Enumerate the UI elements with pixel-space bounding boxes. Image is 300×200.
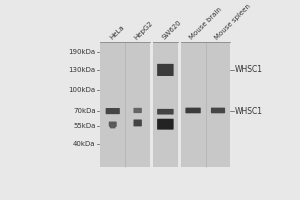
FancyBboxPatch shape <box>157 109 174 115</box>
FancyBboxPatch shape <box>106 108 120 114</box>
FancyBboxPatch shape <box>211 108 225 113</box>
Text: 130kDa: 130kDa <box>68 67 96 73</box>
FancyBboxPatch shape <box>135 108 140 113</box>
Text: WHSC1: WHSC1 <box>235 107 263 116</box>
Text: Mouse brain: Mouse brain <box>189 6 224 41</box>
Text: HeLa: HeLa <box>109 24 125 41</box>
Bar <box>153 42 178 167</box>
FancyBboxPatch shape <box>157 64 174 76</box>
Text: HepG2: HepG2 <box>134 20 154 41</box>
FancyBboxPatch shape <box>157 119 174 130</box>
Text: 55kDa: 55kDa <box>73 123 96 129</box>
Text: 70kDa: 70kDa <box>73 108 96 114</box>
Bar <box>181 42 230 167</box>
Text: 100kDa: 100kDa <box>68 87 96 93</box>
FancyBboxPatch shape <box>134 108 142 113</box>
Text: SW620: SW620 <box>161 19 183 41</box>
FancyBboxPatch shape <box>134 119 142 126</box>
FancyBboxPatch shape <box>110 124 116 128</box>
Text: 40kDa: 40kDa <box>73 141 96 147</box>
FancyBboxPatch shape <box>109 122 117 127</box>
Text: WHSC1: WHSC1 <box>235 65 263 74</box>
FancyBboxPatch shape <box>185 108 201 113</box>
Text: 190kDa: 190kDa <box>68 49 96 55</box>
Text: Mouse spleen: Mouse spleen <box>214 3 252 41</box>
Bar <box>100 42 150 167</box>
